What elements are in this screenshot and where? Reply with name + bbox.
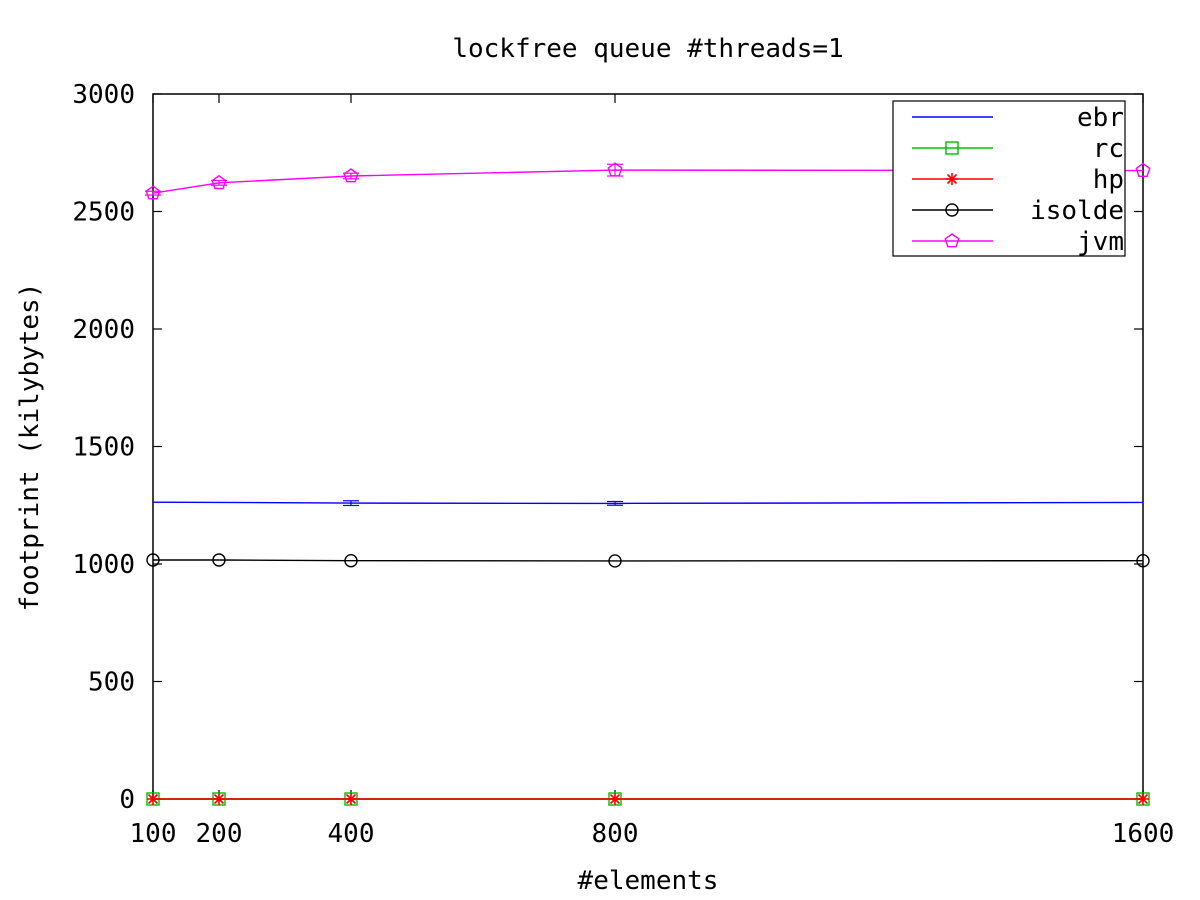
data-point-isolde xyxy=(608,554,622,568)
legend-box xyxy=(892,100,1126,257)
data-point-isolde xyxy=(344,554,358,568)
data-point-hp xyxy=(345,793,357,805)
data-point-isolde xyxy=(212,553,226,567)
y-tick-label: 2000 xyxy=(72,315,135,345)
y-tick-label: 0 xyxy=(119,785,135,815)
legend-marker-hp xyxy=(946,173,958,185)
data-point-jvm xyxy=(145,185,161,200)
legend-marker-rc xyxy=(945,141,959,155)
x-tick-label: 400 xyxy=(328,819,375,849)
series-line-isolde xyxy=(153,559,1144,562)
legend-marker-isolde xyxy=(945,203,959,217)
data-point-jvm xyxy=(1135,162,1151,178)
legend-label: hp xyxy=(1093,165,1124,195)
y-tick-label: 2500 xyxy=(72,198,135,228)
x-tick-label: 800 xyxy=(592,819,639,849)
data-point-isolde xyxy=(1136,554,1150,568)
x-tick-label: 1600 xyxy=(1112,819,1175,849)
legend-marker-jvm xyxy=(944,233,960,248)
y-tick-label: 1500 xyxy=(72,433,135,463)
series-hp xyxy=(147,793,1149,805)
data-point-hp xyxy=(147,793,159,805)
data-point-jvm xyxy=(607,162,623,177)
series-line-ebr xyxy=(152,501,1144,505)
series-jvm xyxy=(145,162,1151,200)
axis-ticks: 0 500 1000 1500 2000 2500 3000 100 200 400 800 1600 xyxy=(72,80,1174,849)
y-axis-label: footprint (kilybytes) xyxy=(15,283,45,612)
series-layer xyxy=(145,162,1151,806)
data-point-jvm xyxy=(343,168,359,183)
x-tick-label: 200 xyxy=(196,819,243,849)
x-axis-label: #elements xyxy=(578,866,719,896)
y-tick-label: 3000 xyxy=(72,80,135,110)
data-point-hp xyxy=(1137,793,1149,805)
chart-title: lockfree queue #threads=1 xyxy=(452,34,843,64)
data-point-hp xyxy=(213,793,225,805)
legend-label: isolde xyxy=(1030,196,1124,226)
series-isolde xyxy=(146,553,1150,568)
data-point-jvm xyxy=(211,174,227,190)
data-point-isolde xyxy=(146,553,160,567)
legend-label: ebr xyxy=(1077,103,1124,133)
y-tick-label: 1000 xyxy=(72,550,135,580)
legend-label: rc xyxy=(1093,134,1124,164)
data-point-hp xyxy=(609,793,621,805)
x-tick-label: 100 xyxy=(130,819,177,849)
series-ebr xyxy=(152,500,1144,507)
y-tick-label: 500 xyxy=(88,668,135,698)
legend-label: jvm xyxy=(1077,227,1124,257)
